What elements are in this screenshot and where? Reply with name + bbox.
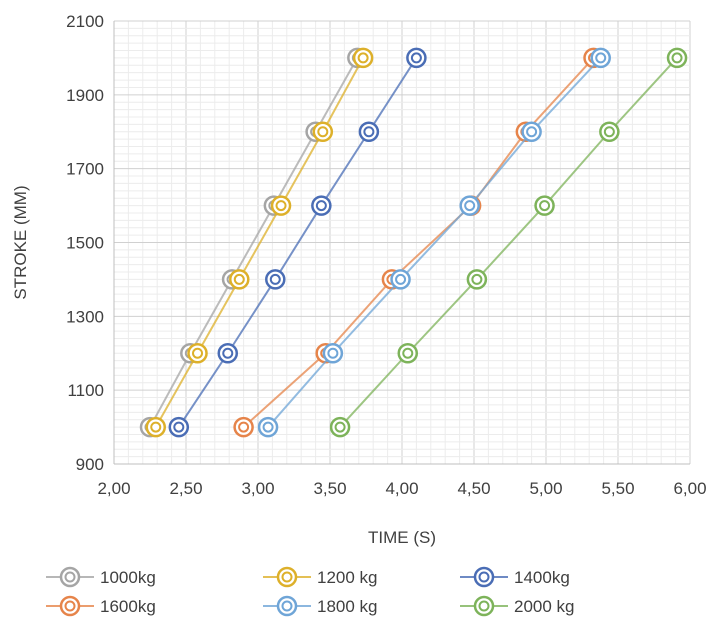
y-tick-label: 1700: [66, 160, 104, 179]
tick-labels: 2,00 2,50 3,00 3,50 4,00 4,50 5,00 5,50 6,00 900 1…: [66, 12, 706, 498]
data-point-inner: [464, 200, 476, 212]
data-point-inner: [192, 347, 204, 359]
data-point-inner: [315, 200, 327, 212]
legend-item: 1400kg: [460, 566, 570, 588]
legend-marker-inner: [281, 600, 293, 612]
y-axis-title: STROKE (MM): [11, 185, 30, 299]
data-point-inner: [222, 347, 234, 359]
legend: 1000kg 1200 kg 1400kg 1600kg 1800 kg 2000 kg: [46, 566, 575, 617]
legend-item: 1600kg: [46, 595, 156, 617]
data-point-inner: [173, 421, 185, 433]
axes: [113, 21, 690, 465]
x-tick-label: 4,50: [457, 479, 490, 498]
series-2000kg: [329, 47, 688, 438]
y-tick-label: 2100: [66, 12, 104, 31]
series-line: [149, 57, 359, 428]
legend-label: 1400kg: [514, 568, 570, 587]
y-tick-label: 1500: [66, 234, 104, 253]
data-point-inner: [150, 421, 162, 433]
legend-marker-inner: [478, 600, 490, 612]
x-tick-label: 6,00: [673, 479, 706, 498]
y-tick-label: 1100: [67, 381, 104, 400]
legend-item: 1800 kg: [263, 595, 378, 617]
legend-label: 1000kg: [100, 568, 156, 587]
y-tick-label: 1900: [66, 86, 104, 105]
y-tick-label: 1300: [66, 307, 104, 326]
data-point-inner: [275, 200, 287, 212]
data-point-inner: [402, 347, 414, 359]
data-point-inner: [595, 52, 607, 64]
legend-marker-inner: [64, 600, 76, 612]
legend-item: 2000 kg: [460, 595, 575, 617]
series-1800kg: [257, 47, 611, 438]
data-point-inner: [671, 52, 683, 64]
x-tick-label: 2,00: [97, 479, 130, 498]
x-tick-label: 5,50: [601, 479, 634, 498]
data-point-inner: [238, 421, 250, 433]
legend-marker-inner: [478, 571, 490, 583]
legend-label: 1200 kg: [317, 568, 378, 587]
data-point-inner: [317, 126, 329, 138]
x-tick-label: 3,00: [241, 479, 274, 498]
data-point-inner: [603, 126, 615, 138]
series-1200kg: [145, 47, 374, 438]
data-point-inner: [262, 421, 274, 433]
legend-label: 1600kg: [100, 597, 156, 616]
series-line: [154, 57, 364, 428]
grid: [113, 20, 691, 465]
legend-label: 1800 kg: [317, 597, 378, 616]
data-point-inner: [363, 126, 375, 138]
x-tick-label: 5,00: [529, 479, 562, 498]
data-point-inner: [334, 421, 346, 433]
series-layer: [139, 47, 688, 438]
legend-marker-inner: [64, 571, 76, 583]
series-line: [177, 57, 418, 428]
data-point-inner: [395, 273, 407, 285]
x-axis-title: TIME (S): [368, 528, 436, 547]
data-point-inner: [471, 273, 483, 285]
series-line: [242, 57, 595, 428]
data-point-inner: [526, 126, 538, 138]
data-point-inner: [233, 273, 245, 285]
x-tick-label: 2,50: [169, 479, 202, 498]
legend-marker-inner: [281, 571, 293, 583]
x-tick-label: 4,00: [385, 479, 418, 498]
data-point-inner: [269, 273, 281, 285]
series-1400kg: [168, 47, 427, 438]
series-line: [339, 57, 678, 428]
data-point-inner: [539, 200, 551, 212]
data-point-inner: [327, 347, 339, 359]
y-tick-label: 900: [76, 455, 104, 474]
legend-item: 1200 kg: [263, 566, 378, 588]
series-line: [267, 57, 602, 428]
legend-item: 1000kg: [46, 566, 156, 588]
x-tick-label: 3,50: [313, 479, 346, 498]
data-point-inner: [410, 52, 422, 64]
data-point-inner: [357, 52, 369, 64]
legend-label: 2000 kg: [514, 597, 575, 616]
